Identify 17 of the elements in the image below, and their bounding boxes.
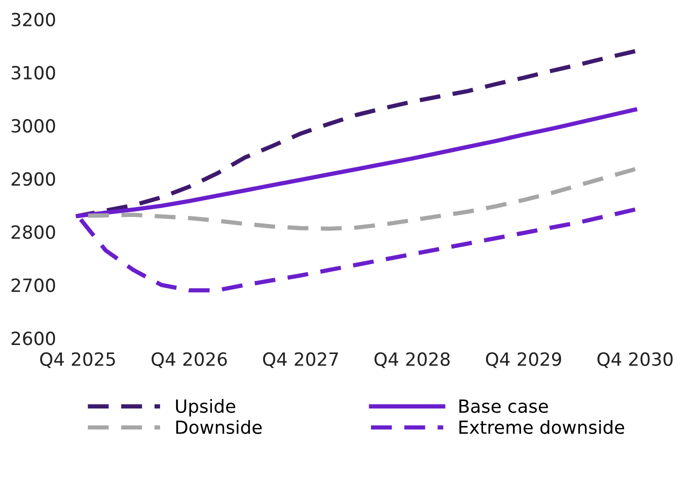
- y-tick-label: 2600: [12, 332, 56, 346]
- y-tick-label: 3200: [12, 12, 56, 26]
- y-tick-label: 2800: [12, 225, 56, 239]
- legend-label: Upside: [176, 398, 236, 416]
- x-tick-label: Q4 2030: [597, 352, 673, 368]
- x-tick-label: Q4 2029: [486, 352, 562, 368]
- x-tick-label: Q4 2025: [40, 352, 115, 368]
- x-tick-label: Q4 2027: [263, 352, 338, 368]
- y-tick-label: 2700: [12, 278, 56, 292]
- x-tick-label: Q4 2026: [152, 352, 227, 368]
- y-tick-label: 3100: [12, 66, 56, 80]
- x-tick-label: Q4 2028: [374, 352, 450, 368]
- legend-label: Downside: [176, 420, 262, 434]
- y-tick-label: 3000: [12, 119, 56, 133]
- legend-label: Extreme downside: [459, 420, 624, 434]
- y-tick-label: 2900: [12, 172, 56, 186]
- legend-label: Base case: [459, 400, 548, 413]
